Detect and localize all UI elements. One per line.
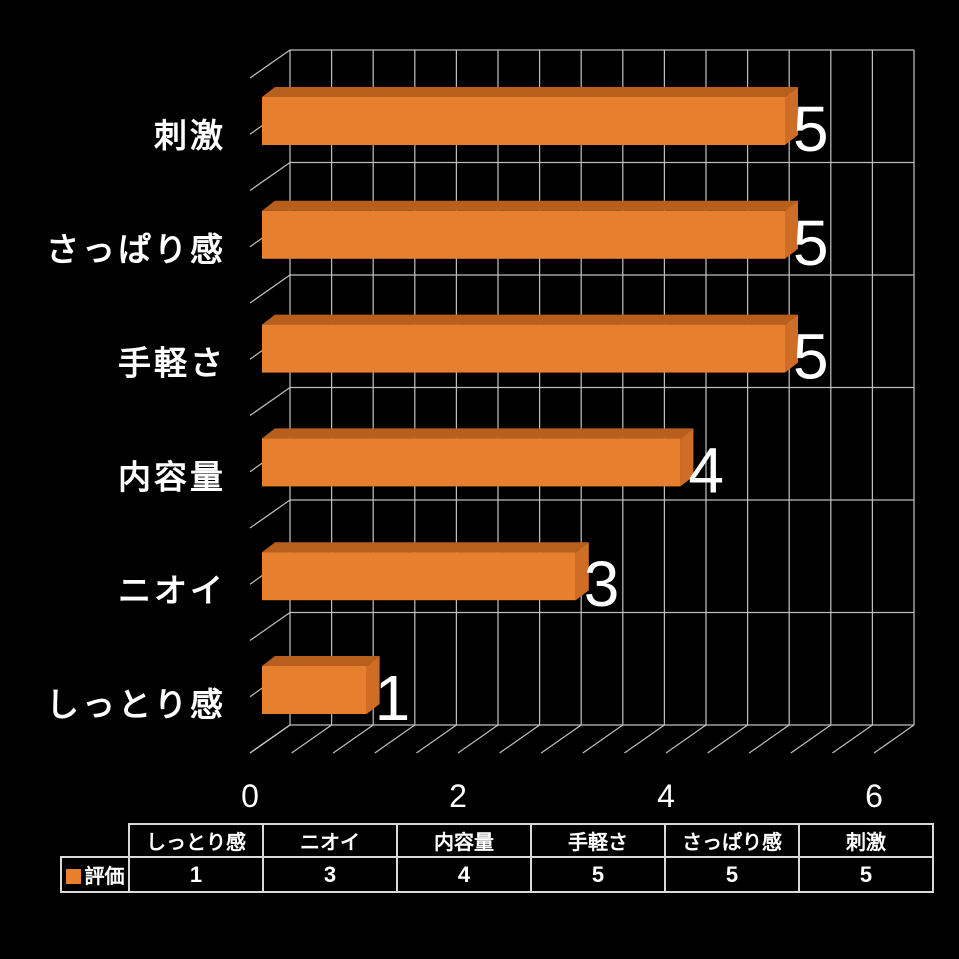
table-value-cell-3: 5 — [530, 856, 666, 893]
category-boundary-depth-line — [249, 386, 291, 417]
bar-row-5 — [262, 656, 380, 714]
category-tick-mark — [249, 124, 264, 135]
bar-value-label: 3 — [584, 548, 620, 620]
bar-front-face — [262, 324, 785, 373]
category-tick-mark — [249, 687, 264, 698]
floor-depth-gridline — [832, 724, 873, 754]
x-tick-label: 4 — [657, 778, 675, 814]
category-boundary-depth-line — [249, 611, 291, 642]
bar-value-label: 4 — [688, 434, 724, 506]
x-tick-label: 6 — [865, 778, 883, 814]
bar-top-face — [262, 656, 380, 666]
category-label: 内容量 — [118, 458, 226, 495]
table-header-cell-2: 内容量 — [396, 823, 532, 858]
bar-top-face — [262, 314, 798, 325]
bar-top-face — [262, 200, 798, 211]
table-header-cell-3: 手軽さ — [530, 823, 666, 858]
category-boundary-depth-line — [249, 499, 291, 529]
category-label: 手軽さ — [118, 345, 226, 382]
bar-row-4 — [262, 542, 589, 601]
x-tick-label: 0 — [241, 778, 259, 814]
table-value-cell-4: 5 — [664, 856, 800, 893]
bar-front-face — [262, 438, 681, 487]
floor-depth-gridline — [540, 724, 582, 754]
bar-row-1 — [262, 200, 798, 259]
category-label: ニオイ — [118, 572, 226, 609]
floor-depth-gridline — [707, 724, 748, 754]
floor-depth-gridline — [374, 724, 416, 754]
floor-depth-gridline — [291, 724, 332, 754]
floor-depth-gridline — [665, 724, 707, 754]
bar-end-face — [785, 87, 798, 145]
floor-depth-gridline — [624, 724, 665, 754]
table-value-cell-1: 3 — [262, 856, 398, 893]
category-label: さっぱり感 — [46, 231, 226, 268]
bar-front-face — [262, 97, 785, 145]
bar-front-face — [262, 666, 367, 714]
floor-depth-gridline — [499, 724, 540, 754]
bar-end-face — [680, 428, 694, 487]
bar-end-face — [575, 542, 589, 601]
table-value-cell-5: 5 — [798, 856, 934, 893]
bar-row-2 — [262, 314, 798, 373]
table-header-cell-5: 刺激 — [798, 823, 934, 858]
table-header-cell-0: しっとり感 — [128, 823, 264, 858]
bar-end-face — [785, 200, 798, 259]
table-value-cell-0: 1 — [128, 856, 264, 893]
bar-front-face — [262, 210, 785, 259]
x-tick-label: 2 — [449, 778, 467, 814]
floor-depth-gridline — [748, 724, 790, 754]
legend-cell: 評価 — [60, 856, 130, 893]
bar-value-label: 1 — [375, 662, 411, 734]
bar-value-label: 5 — [793, 321, 829, 393]
chart-wall-grid — [249, 49, 915, 754]
category-boundary-depth-line — [249, 724, 291, 754]
category-boundary-depth-line — [249, 161, 291, 192]
bar-top-face — [262, 428, 694, 439]
bar-top-face — [262, 542, 589, 553]
floor-depth-gridline — [416, 724, 457, 754]
data-table: しっとり感 ニオイ 内容量 手軽さ さっぱり感 刺激 評価 1 3 4 5 5 5 — [60, 823, 934, 893]
category-tick-mark — [249, 462, 264, 473]
floor-depth-gridline — [457, 724, 499, 754]
floor-depth-gridline — [873, 724, 915, 754]
category-label: 刺激 — [154, 117, 226, 154]
legend-swatch-icon — [65, 869, 81, 884]
category-boundary-depth-line — [249, 274, 291, 304]
floor-depth-gridline — [332, 724, 374, 754]
bar-value-label: 5 — [793, 207, 829, 279]
bar-series — [262, 87, 798, 714]
bar-top-face — [262, 87, 798, 97]
x-axis-tick-labels: 0 2 4 6 — [241, 778, 883, 814]
category-tick-mark — [249, 574, 264, 585]
bar-end-face — [366, 656, 380, 714]
table-header-cell-1: ニオイ — [262, 823, 398, 858]
bar-end-face — [785, 314, 798, 373]
bar-value-label: 5 — [793, 93, 829, 165]
table-corner-cell — [61, 824, 129, 857]
table-header-cell-4: さっぱり感 — [664, 823, 800, 858]
category-tick-mark — [249, 349, 264, 360]
floor-depth-gridline — [582, 724, 624, 754]
floor-depth-gridline — [790, 724, 832, 754]
bar-row-3 — [262, 428, 694, 487]
category-tick-mark — [249, 237, 264, 248]
bar-front-face — [262, 552, 576, 601]
table-value-cell-2: 4 — [396, 856, 532, 893]
category-boundary-depth-line — [249, 49, 291, 79]
legend-label: 評価 — [84, 866, 125, 888]
bar-row-0 — [262, 87, 798, 145]
category-label: しっとり感 — [46, 686, 226, 723]
